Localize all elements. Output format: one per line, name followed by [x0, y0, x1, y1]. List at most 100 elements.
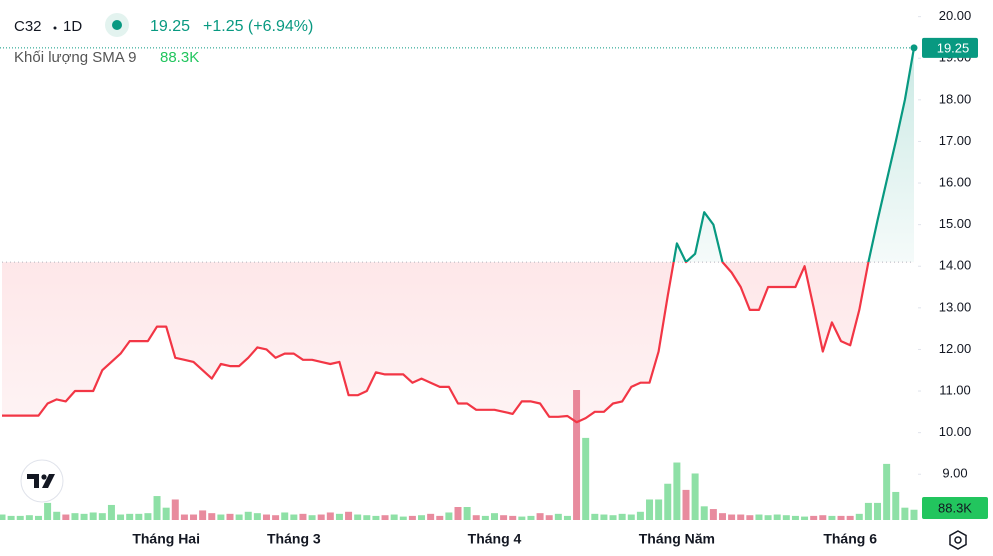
volume-bar — [837, 515, 845, 520]
interval: 1D — [63, 18, 82, 35]
volume-bar — [372, 515, 380, 520]
volume-bar — [345, 511, 353, 520]
price: 19.25 — [150, 18, 190, 35]
volume-bar — [199, 510, 207, 520]
volume-bar — [500, 515, 508, 520]
volume-bar — [71, 513, 79, 520]
volume-bar — [126, 513, 134, 520]
y-tick-label: 13.00 — [939, 299, 972, 314]
volume-bar — [281, 512, 289, 520]
volume-bar — [883, 463, 891, 520]
volume-bar — [573, 390, 581, 520]
baseline-area — [2, 47, 914, 423]
x-tick-label: Tháng 4 — [468, 531, 522, 547]
volume-bar — [253, 513, 261, 520]
volume-bar — [819, 515, 827, 520]
volume-bar — [317, 514, 325, 520]
volume-bar — [363, 515, 371, 520]
volume-bar — [217, 514, 225, 520]
x-tick-label: Tháng 3 — [267, 531, 321, 547]
volume-bar — [208, 513, 216, 520]
y-tick-label: 11.00 — [939, 382, 971, 397]
volume-bar — [25, 515, 33, 520]
volume-bar — [262, 514, 270, 520]
volume-bar — [509, 515, 517, 520]
volume-bar — [591, 513, 599, 520]
volume-bar — [646, 499, 654, 520]
volume-bar — [436, 515, 444, 520]
volume-bar — [874, 502, 882, 520]
volume-bar — [600, 514, 608, 520]
volume-bar — [518, 516, 526, 520]
volume-bar — [609, 515, 617, 520]
volume-bar — [728, 514, 736, 520]
volume-bar — [828, 515, 836, 520]
volume-bar — [80, 513, 88, 520]
tv-logo[interactable] — [20, 459, 64, 503]
volume-bar — [655, 499, 663, 520]
volume-bar — [16, 515, 24, 520]
last-price-badge — [922, 37, 978, 58]
volume-bar — [299, 513, 307, 520]
settings-icon[interactable] — [949, 530, 967, 550]
volume-bar — [864, 502, 872, 520]
volume-label: Khối lượng SMA 9 — [14, 49, 136, 66]
volume-bar — [244, 511, 252, 520]
volume-bar — [226, 513, 234, 520]
volume-bar — [308, 515, 316, 520]
volume-bar — [354, 514, 362, 520]
volume-bar — [737, 514, 745, 520]
volume-bar — [682, 489, 690, 520]
volume-bar — [98, 513, 106, 520]
volume-bar — [180, 514, 188, 520]
volume-bar — [135, 513, 143, 520]
volume-bar — [445, 512, 453, 520]
volume-bar — [454, 507, 462, 520]
volume-bar — [746, 515, 754, 520]
volume-bar — [399, 516, 407, 520]
volume-sma: 88.3K — [160, 49, 199, 66]
volume-bar — [490, 513, 498, 520]
volume-bar — [700, 506, 708, 520]
volume-bar — [481, 515, 489, 520]
volume-bar — [536, 513, 544, 520]
volume-bar — [162, 507, 170, 520]
volume-bar — [846, 515, 854, 520]
volume-bar — [472, 515, 480, 520]
volume-bar — [709, 509, 717, 520]
x-tick-label: Tháng Năm — [639, 531, 715, 547]
volume-bar — [390, 514, 398, 520]
y-tick-label: 17.00 — [939, 133, 972, 148]
volume-bar — [171, 499, 179, 520]
y-tick-label: 14.00 — [939, 258, 972, 273]
volume-bar — [89, 512, 97, 520]
volume-bar — [427, 513, 435, 520]
volume-bar — [326, 512, 334, 520]
volume-bar — [782, 515, 790, 520]
volume-bar — [117, 514, 125, 520]
volume-bar — [673, 462, 681, 520]
volume-bar — [755, 514, 763, 520]
volume-bar — [718, 513, 726, 520]
volume-bar — [801, 516, 809, 520]
last-point — [910, 44, 918, 52]
volume-bar — [7, 515, 15, 520]
volume-badge — [922, 497, 988, 519]
separator — [53, 26, 57, 30]
volume-bar — [627, 514, 635, 520]
volume-badge-label: 88.3K — [938, 500, 972, 515]
volume-bar — [34, 515, 42, 520]
x-tick-label: Tháng Hai — [132, 531, 200, 547]
y-tick-label: 15.00 — [939, 216, 972, 231]
volume-bar — [62, 514, 70, 520]
y-tick-label: 9.00 — [942, 466, 967, 481]
volume-bar — [691, 473, 699, 520]
volume-bar — [53, 511, 61, 520]
symbol: C32 — [14, 18, 42, 35]
y-tick-label: 10.00 — [939, 424, 972, 439]
volume-bar — [791, 515, 799, 520]
last-price-label: 19.25 — [937, 40, 970, 55]
volume-bar — [335, 513, 343, 520]
y-tick-label: 18.00 — [939, 91, 972, 106]
